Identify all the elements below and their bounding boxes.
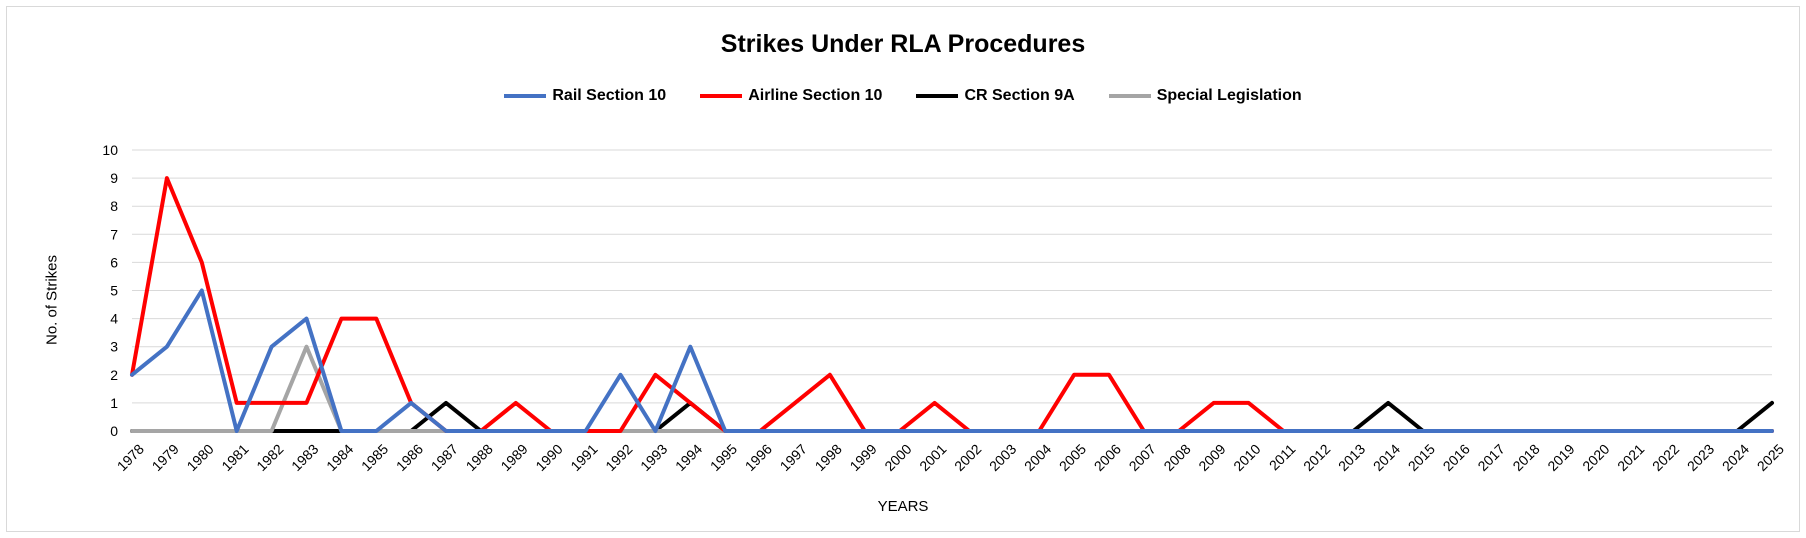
x-tick-label-1983: 1983 bbox=[288, 441, 321, 474]
x-tick-label-1992: 1992 bbox=[602, 441, 635, 474]
x-tick-label-1991: 1991 bbox=[567, 441, 600, 474]
x-tick-label-2021: 2021 bbox=[1614, 441, 1647, 474]
legend-label-cr: CR Section 9A bbox=[964, 87, 1075, 104]
legend-swatch-special bbox=[1108, 94, 1151, 98]
x-tick-label-2005: 2005 bbox=[1056, 441, 1089, 474]
x-tick-label-2019: 2019 bbox=[1544, 441, 1577, 474]
legend-item-rail: Rail Section 10 bbox=[504, 87, 666, 105]
x-tick-label-2023: 2023 bbox=[1684, 441, 1717, 474]
chart-legend: Rail Section 10 Airline Section 10 CR Se… bbox=[0, 87, 1806, 105]
y-tick-label-7: 7 bbox=[110, 226, 118, 242]
x-tick-label-2001: 2001 bbox=[916, 441, 949, 474]
x-tick-label-2013: 2013 bbox=[1335, 441, 1368, 474]
x-tick-label-2009: 2009 bbox=[1195, 441, 1228, 474]
y-tick-label-9: 9 bbox=[110, 170, 118, 186]
x-tick-label-2011: 2011 bbox=[1266, 441, 1299, 474]
chart-title: Strikes Under RLA Procedures bbox=[720, 30, 1086, 58]
x-tick-label-2016: 2016 bbox=[1440, 441, 1473, 474]
y-tick-label-0: 0 bbox=[110, 423, 118, 439]
x-tick-label-1981: 1981 bbox=[218, 441, 251, 474]
y-tick-label-6: 6 bbox=[110, 254, 118, 270]
chart-frame bbox=[6, 6, 1800, 532]
x-tick-label-1989: 1989 bbox=[497, 441, 530, 474]
x-tick-label-1987: 1987 bbox=[428, 441, 461, 474]
legend-label-airline: Airline Section 10 bbox=[748, 87, 883, 104]
x-tick-label-2014: 2014 bbox=[1370, 441, 1403, 474]
x-tick-label-2002: 2002 bbox=[951, 441, 984, 474]
x-tick-label-1982: 1982 bbox=[253, 441, 286, 474]
x-tick-label-2024: 2024 bbox=[1719, 441, 1752, 474]
x-tick-label-2022: 2022 bbox=[1649, 441, 1682, 474]
x-tick-label-1996: 1996 bbox=[742, 441, 775, 474]
x-tick-label-1998: 1998 bbox=[812, 441, 845, 474]
y-tick-label-1: 1 bbox=[110, 395, 118, 411]
x-tick-label-2000: 2000 bbox=[881, 441, 914, 474]
x-tick-label-2003: 2003 bbox=[986, 441, 1019, 474]
x-tick-label-2020: 2020 bbox=[1579, 441, 1612, 474]
legend-swatch-cr bbox=[916, 94, 959, 98]
x-tick-label-2012: 2012 bbox=[1300, 441, 1333, 474]
y-tick-label-5: 5 bbox=[110, 283, 118, 299]
x-tick-label-1980: 1980 bbox=[183, 441, 216, 474]
x-tick-label-1978: 1978 bbox=[114, 441, 147, 474]
x-tick-label-2006: 2006 bbox=[1091, 441, 1124, 474]
x-tick-label-2018: 2018 bbox=[1509, 441, 1542, 474]
x-tick-label-1979: 1979 bbox=[149, 441, 182, 474]
x-tick-label-1985: 1985 bbox=[358, 441, 391, 474]
legend-label-special: Special Legislation bbox=[1156, 87, 1302, 104]
x-tick-label-1997: 1997 bbox=[777, 441, 810, 474]
series-line-rail-section-10 bbox=[130, 288, 1774, 433]
x-tick-label-2004: 2004 bbox=[1021, 441, 1054, 474]
x-tick-label-2010: 2010 bbox=[1230, 441, 1263, 474]
y-tick-label-8: 8 bbox=[110, 198, 118, 214]
x-tick-label-2025: 2025 bbox=[1754, 441, 1787, 474]
legend-swatch-rail bbox=[504, 94, 547, 98]
y-tick-label-2: 2 bbox=[110, 367, 118, 383]
x-tick-label-1990: 1990 bbox=[532, 441, 565, 474]
x-tick-label-1999: 1999 bbox=[846, 441, 879, 474]
x-tick-label-2017: 2017 bbox=[1474, 441, 1507, 474]
x-tick-label-1986: 1986 bbox=[393, 441, 426, 474]
x-axis-label: YEARS bbox=[877, 498, 929, 515]
x-tick-label-2015: 2015 bbox=[1405, 441, 1438, 474]
x-tick-label-1995: 1995 bbox=[707, 441, 740, 474]
legend-item-special: Special Legislation bbox=[1108, 87, 1302, 105]
y-tick-label-3: 3 bbox=[110, 339, 118, 355]
x-tick-label-1988: 1988 bbox=[463, 441, 496, 474]
series-line-airline-section-10 bbox=[130, 176, 1774, 433]
x-tick-label-1984: 1984 bbox=[323, 441, 356, 474]
y-tick-label-10: 10 bbox=[102, 142, 118, 158]
x-tick-label-2008: 2008 bbox=[1160, 441, 1193, 474]
legend-item-airline: Airline Section 10 bbox=[700, 87, 882, 105]
legend-swatch-airline bbox=[700, 94, 743, 98]
legend-label-rail: Rail Section 10 bbox=[552, 87, 667, 104]
x-tick-label-1994: 1994 bbox=[672, 441, 705, 474]
x-tick-label-1993: 1993 bbox=[637, 441, 670, 474]
legend-item-cr: CR Section 9A bbox=[916, 87, 1075, 105]
y-tick-label-4: 4 bbox=[110, 311, 118, 327]
x-tick-label-2007: 2007 bbox=[1126, 441, 1159, 474]
